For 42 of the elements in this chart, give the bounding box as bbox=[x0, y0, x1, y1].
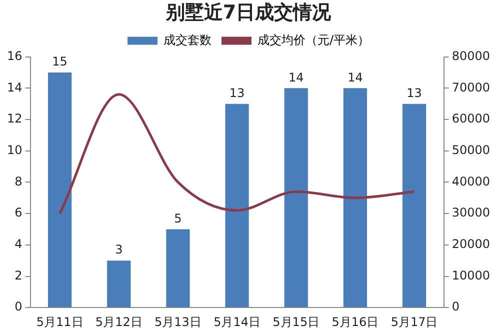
y2-tick-label: 60000 bbox=[452, 112, 490, 126]
y-tick-label: 10 bbox=[6, 142, 22, 157]
legend-label: 成交均价（元/平米） bbox=[257, 32, 370, 47]
x-tick-label: 5月17日 bbox=[390, 314, 438, 329]
y-tick-label: 8 bbox=[14, 174, 22, 188]
y-tick-label: 14 bbox=[6, 80, 22, 94]
y-tick-label: 16 bbox=[6, 48, 22, 63]
y-tick-label: 2 bbox=[14, 268, 22, 282]
x-tick-label: 5月14日 bbox=[214, 314, 260, 329]
data-label: 13 bbox=[406, 86, 422, 100]
y2-tick-label: 20000 bbox=[452, 237, 490, 252]
data-label: 13 bbox=[229, 86, 245, 100]
x-tick-label: 5月16日 bbox=[332, 314, 379, 329]
y2-tick-label: 70000 bbox=[452, 80, 490, 94]
y2-tick-label: 80000 bbox=[452, 48, 490, 63]
y-tick-label: 6 bbox=[14, 206, 22, 220]
y2-tick-label: 40000 bbox=[452, 174, 490, 188]
y2-tick-label: 10000 bbox=[452, 268, 490, 282]
chart-title: 别墅近7日成交情况 bbox=[164, 1, 332, 24]
x-tick-label: 5月15日 bbox=[272, 314, 320, 329]
y2-tick-label: 30000 bbox=[452, 206, 490, 220]
x-tick-label: 5月12日 bbox=[95, 314, 142, 329]
bar bbox=[284, 88, 308, 308]
data-label: 5 bbox=[174, 211, 182, 226]
y2-tick-label: 50000 bbox=[452, 142, 490, 157]
bar bbox=[107, 260, 131, 308]
bar bbox=[225, 104, 249, 308]
data-label: 14 bbox=[348, 70, 363, 84]
data-label: 3 bbox=[115, 242, 123, 257]
y-tick-label: 4 bbox=[14, 237, 22, 252]
bar bbox=[402, 104, 426, 308]
bar bbox=[48, 72, 72, 308]
data-label: 15 bbox=[52, 54, 68, 69]
legend-label: 成交套数 bbox=[163, 32, 212, 47]
x-tick-label: 5月13日 bbox=[154, 314, 202, 329]
x-tick-label: 5月11日 bbox=[36, 314, 84, 329]
bar bbox=[166, 229, 190, 308]
data-label: 14 bbox=[288, 70, 304, 84]
y-tick-label: 0 bbox=[14, 300, 22, 314]
bar bbox=[343, 88, 368, 308]
y2-tick-label: 0 bbox=[452, 300, 460, 314]
y-tick-label: 12 bbox=[6, 112, 22, 126]
